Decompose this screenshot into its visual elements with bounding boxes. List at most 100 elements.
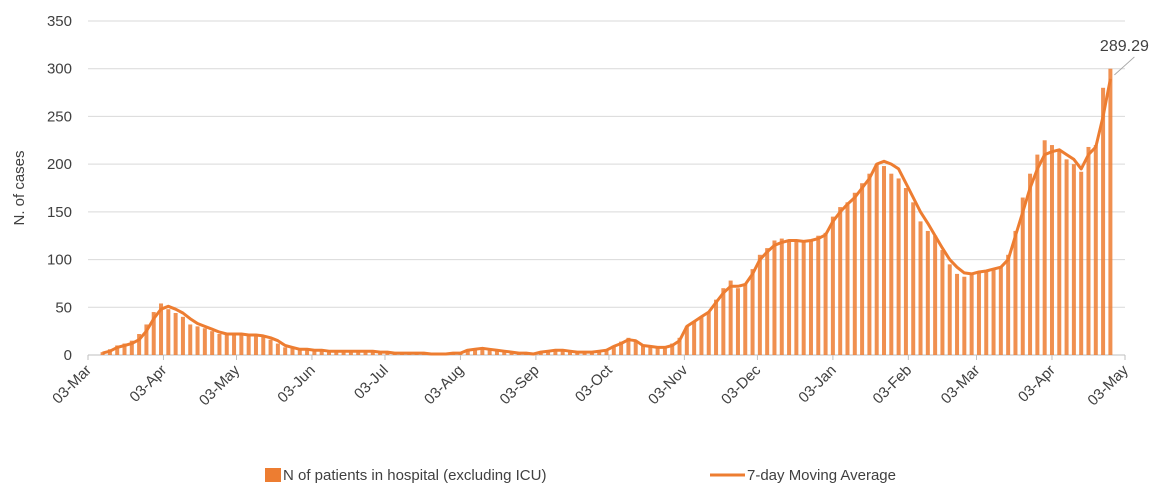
bar [319,350,324,355]
bar [794,240,799,355]
bar [1071,164,1076,355]
bar [998,267,1003,355]
bar [641,345,646,355]
bar [962,276,967,355]
bar [1108,68,1113,355]
bar [1064,159,1069,355]
x-tick-label: 03-Apr [126,362,170,406]
bar [356,351,361,355]
annotation-leader [1114,56,1135,76]
bar [1086,146,1091,355]
bar [122,343,127,355]
bar [290,348,295,355]
bar [684,326,689,355]
bar [882,166,887,355]
bar [480,347,485,355]
bar [312,350,317,355]
bar [144,324,149,355]
bar [787,240,792,355]
bar [604,349,609,355]
bar [969,273,974,355]
bar [984,271,989,355]
bar [326,351,331,355]
bar [334,351,339,355]
x-tick-label: 03-May [196,361,244,409]
annotation: 289.29 [1100,38,1149,55]
bar [363,351,368,355]
bar [648,347,653,355]
bar [662,347,667,355]
bar [692,321,697,355]
bar [1079,171,1084,355]
bar [100,352,105,355]
bar [772,240,777,355]
x-tick-label: 03-Jan [795,362,839,406]
bar [619,341,624,355]
bar [1101,87,1106,356]
bar [838,207,843,355]
bar [779,238,784,355]
y-tick-label: 250 [47,108,72,125]
bar [750,269,755,355]
bar [976,272,981,355]
bar [735,288,740,355]
y-tick-label: 300 [47,61,72,78]
bar [852,192,857,355]
bar [1006,254,1011,355]
bar [699,316,704,355]
x-tick-label: 03-Dec [718,361,765,408]
bar [297,349,302,355]
bar [560,350,565,355]
x-tick-label: 03-Jun [274,362,318,406]
bar [933,235,938,355]
bar [896,178,901,355]
bar [940,250,945,355]
x-tick-label: 03-Aug [421,362,467,408]
bar [159,303,164,355]
bar [232,333,237,355]
bar [867,173,872,355]
bar [305,350,310,355]
bar [202,328,207,355]
bar [1057,149,1062,355]
bar [567,351,572,355]
bar [830,216,835,355]
bar [765,248,770,355]
bar [925,230,930,355]
bar [129,340,134,355]
bar [180,316,185,355]
bar [348,351,353,355]
x-tick-label: 03-Sep [497,362,543,408]
bar [173,313,178,355]
x-tick-label: 03-Feb [870,362,916,408]
bar [261,336,266,355]
bar [874,164,879,355]
x-tick-label: 03-Mar [49,362,95,408]
bar [947,264,952,355]
x-tick-label: 03-Oct [572,361,616,405]
bar [224,334,229,355]
bar [918,221,923,355]
bar [210,331,215,355]
bar [473,348,478,355]
bar [1020,197,1025,355]
bar [626,337,631,355]
x-tick-label: 03-May [1084,361,1132,409]
y-tick-label: 50 [55,299,72,316]
bar [955,273,960,355]
bar [1035,154,1040,355]
bar [1093,145,1098,355]
y-tick-label: 150 [47,204,72,221]
bar [633,341,638,355]
bar [494,350,499,355]
bar [1042,140,1047,355]
bar [677,337,682,355]
bar [341,351,346,355]
bar [991,269,996,355]
bar [903,188,908,355]
bar [246,334,251,355]
bar [611,345,616,355]
moving-average-line [102,78,1112,356]
bar [1049,145,1054,355]
bar [597,351,602,355]
